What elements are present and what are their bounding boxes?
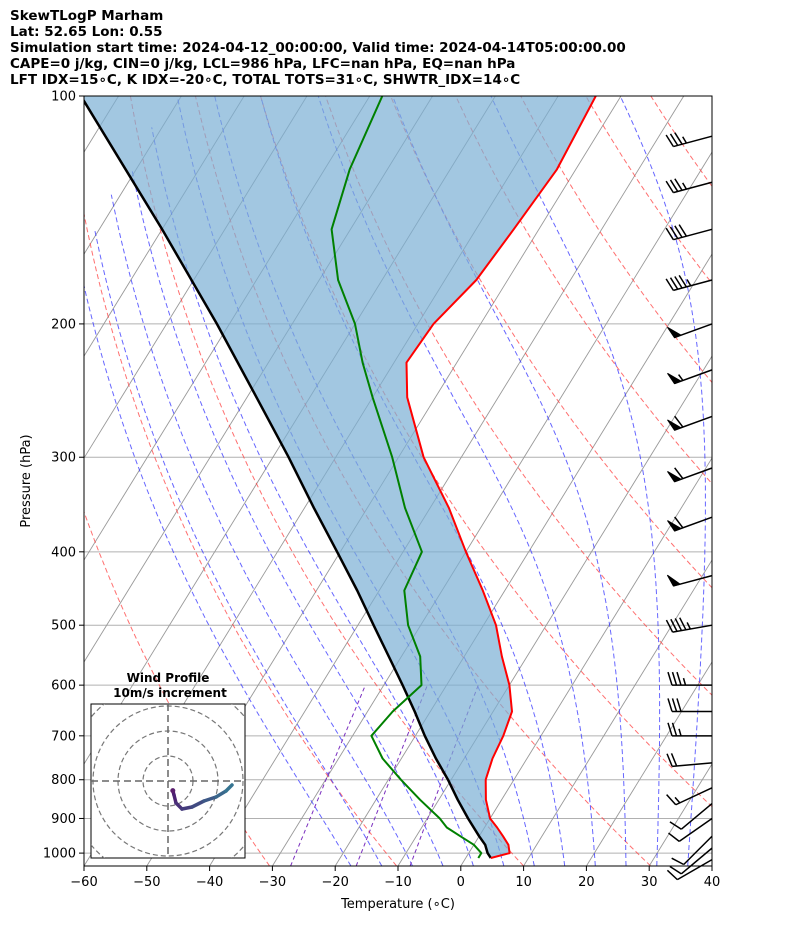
moist-adiabat-line xyxy=(94,229,383,866)
moist-adiabat-line xyxy=(619,96,706,866)
x-axis-label: Temperature (∘C) xyxy=(340,897,455,912)
wind-barb xyxy=(669,847,713,875)
y-axis-label: Pressure (hPa) xyxy=(19,434,34,527)
isotherm-line xyxy=(334,253,712,866)
wind-barb xyxy=(666,858,713,881)
mixing-ratio-line xyxy=(290,684,366,866)
instability-info: CAPE=0 j/kg, CIN=0 j/kg, LCL=986 hPa, LF… xyxy=(10,56,516,72)
x-tick-label: 40 xyxy=(704,875,721,890)
location: Lat: 52.65 Lon: 0.55 xyxy=(10,24,163,40)
dry-adiabat-line xyxy=(585,96,712,285)
cin-cape-shading xyxy=(84,96,596,858)
y-tick-label: 200 xyxy=(51,317,76,332)
y-tick-label: 800 xyxy=(51,773,76,788)
isotherm-line xyxy=(586,661,712,866)
isotherm-line xyxy=(711,865,712,866)
wind-barbs xyxy=(665,132,713,881)
dry-adiabat-line xyxy=(455,96,712,485)
wind-barb xyxy=(665,132,713,148)
moist-adiabat-line xyxy=(84,283,352,866)
title: SkewTLogP Marham xyxy=(10,8,164,24)
wind-barb xyxy=(667,671,712,686)
x-tick-label: −20 xyxy=(321,875,348,890)
y-tick-label: 100 xyxy=(51,90,76,105)
parcel-profile-line xyxy=(84,98,492,859)
x-tick-label: −10 xyxy=(384,875,411,890)
isotherm-line xyxy=(523,559,712,866)
wind-barb xyxy=(666,574,713,587)
dry-adiabat-line xyxy=(129,96,524,866)
isotherm-line xyxy=(460,457,712,866)
wind-barb xyxy=(665,224,713,241)
dry-adiabat-line xyxy=(781,96,794,866)
temperature-line xyxy=(405,96,597,859)
index-info: LFT IDX=15∘C, K IDX=-20∘C, TOTAL TOTS=31… xyxy=(10,72,521,88)
isotherm-line xyxy=(272,151,712,866)
x-tick-label: −60 xyxy=(70,875,97,890)
wind-barb xyxy=(667,698,712,713)
wind-barb xyxy=(668,817,713,843)
moist-adiabat-line xyxy=(719,96,769,866)
dry-adiabat-line xyxy=(390,96,712,589)
y-tick-label: 600 xyxy=(51,679,76,694)
hodograph-start xyxy=(170,788,176,794)
isotherm-line xyxy=(84,96,182,255)
x-tick-label: 20 xyxy=(578,875,595,890)
y-tick-label: 700 xyxy=(51,729,76,744)
x-tick-label: −40 xyxy=(196,875,223,890)
isotherm-line xyxy=(209,96,685,866)
y-tick-label: 300 xyxy=(51,451,76,466)
chart-header: SkewTLogP Marham Lat: 52.65 Lon: 0.55 Si… xyxy=(10,8,626,88)
y-tick-label: 1000 xyxy=(43,847,76,862)
wind-barb xyxy=(667,323,713,339)
time-info: Simulation start time: 2024-04-12_00:00:… xyxy=(10,40,626,56)
moist-adiabat-line xyxy=(110,194,413,866)
dry-adiabat-line xyxy=(716,96,794,866)
wind-barb xyxy=(671,835,713,866)
hodograph-plot xyxy=(91,704,245,858)
y-tick-label: 500 xyxy=(51,619,76,634)
hodograph-inset: Wind Profile 10m/s increment xyxy=(90,671,246,859)
x-tick-label: −50 xyxy=(133,875,160,890)
wind-barb xyxy=(667,467,713,483)
wind-barb xyxy=(666,787,713,806)
y-tick-label: 400 xyxy=(51,545,76,560)
moist-adiabat-line xyxy=(131,169,444,866)
hodograph-subtitle: 10m/s increment xyxy=(113,686,227,700)
x-tick-label: −30 xyxy=(259,875,286,890)
axes: −60 −50 −40 −30 −20 −10 0 10 20 30 40 100 200 300 400 5… xyxy=(43,90,720,891)
isotherm-line xyxy=(648,763,712,866)
hodograph-trace xyxy=(190,799,206,809)
wind-barb xyxy=(667,415,713,431)
wind-barb xyxy=(667,722,712,737)
wind-barb xyxy=(665,178,713,194)
wind-barb xyxy=(667,516,713,532)
x-tick-label: 0 xyxy=(457,875,465,890)
plot-area xyxy=(84,96,794,866)
hodograph-title: Wind Profile xyxy=(127,671,210,685)
dewpoint-line xyxy=(330,96,483,859)
hodograph-trace xyxy=(202,795,218,803)
wind-barb xyxy=(667,369,713,385)
wind-barb xyxy=(665,617,713,633)
wind-barb xyxy=(665,274,713,292)
moist-adiabat-line xyxy=(151,127,474,866)
dry-adiabat-line xyxy=(84,211,397,866)
dry-adiabat-line xyxy=(650,96,712,188)
hodograph-trace xyxy=(214,789,228,799)
wind-barb xyxy=(666,753,713,768)
x-tick-label: 30 xyxy=(641,875,658,890)
y-tick-label: 900 xyxy=(51,812,76,827)
hodograph-trace xyxy=(224,783,234,793)
x-tick-label: 10 xyxy=(515,875,532,890)
wind-barb xyxy=(669,802,713,830)
